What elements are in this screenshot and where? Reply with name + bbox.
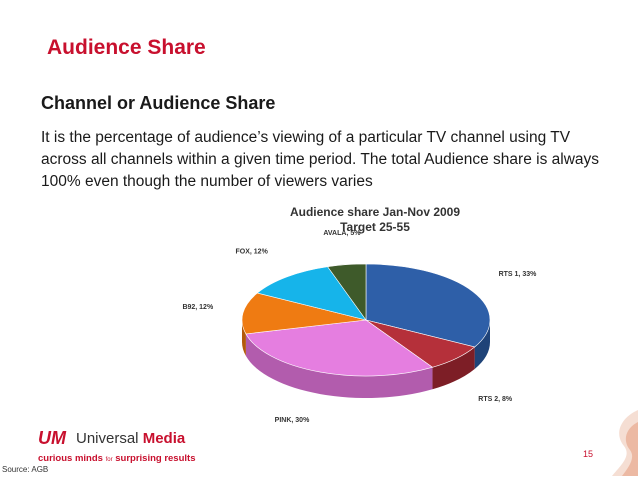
slide-body-text: It is the percentage of audience’s viewi… xyxy=(41,129,600,190)
company-logo: UM xyxy=(38,428,66,448)
corner-swirl-decoration xyxy=(612,410,638,476)
page-number: 15 xyxy=(583,449,594,459)
pie-side-b92 xyxy=(242,320,246,356)
pie-slice-rts-1 xyxy=(365,263,491,348)
pie-label-rts-2: RTS 2, 8% xyxy=(478,396,513,403)
pie-side-rts-2 xyxy=(432,346,475,390)
slide-title: Audience Share xyxy=(47,36,206,59)
chart-title: Audience share Jan-Nov 2009 xyxy=(290,205,460,219)
company-name: Universal Media xyxy=(76,430,185,447)
chart-subtitle: Target 25-55 xyxy=(340,220,410,234)
company-tagline: curious minds for surprising results xyxy=(38,453,195,464)
pie-label-fox: FOX, 12% xyxy=(236,249,269,256)
source-note: Source: AGB xyxy=(2,465,49,474)
pie-slice-pink xyxy=(245,319,434,377)
pie-side-pink xyxy=(245,333,433,398)
tagline-part1: curious minds xyxy=(38,453,103,464)
pie-slice-fox xyxy=(256,266,367,321)
pie-labels: RTS 1, 33% RTS 2, 8% PINK, 30% B92, 12% FOX,… xyxy=(182,230,537,424)
tagline-small: for xyxy=(105,457,113,463)
pie-slice-b92 xyxy=(241,292,367,335)
pie-tops xyxy=(241,263,491,377)
tagline-part2: surprising results xyxy=(115,453,196,464)
pie-slice-avala xyxy=(327,263,367,321)
company-name-bold: Media xyxy=(142,430,186,447)
pie-label-pink: PINK, 30% xyxy=(275,417,310,424)
pie-label-rts-1: RTS 1, 33% xyxy=(499,271,538,278)
pie-side-rts-1 xyxy=(474,320,490,369)
pie-label-avala: AVALA, 5% xyxy=(323,230,361,237)
pie-sides xyxy=(242,320,490,398)
pie-label-b92: B92, 12% xyxy=(182,304,214,311)
company-name-plain: Universal xyxy=(76,430,139,447)
slide-subtitle: Channel or Audience Share xyxy=(41,93,276,113)
